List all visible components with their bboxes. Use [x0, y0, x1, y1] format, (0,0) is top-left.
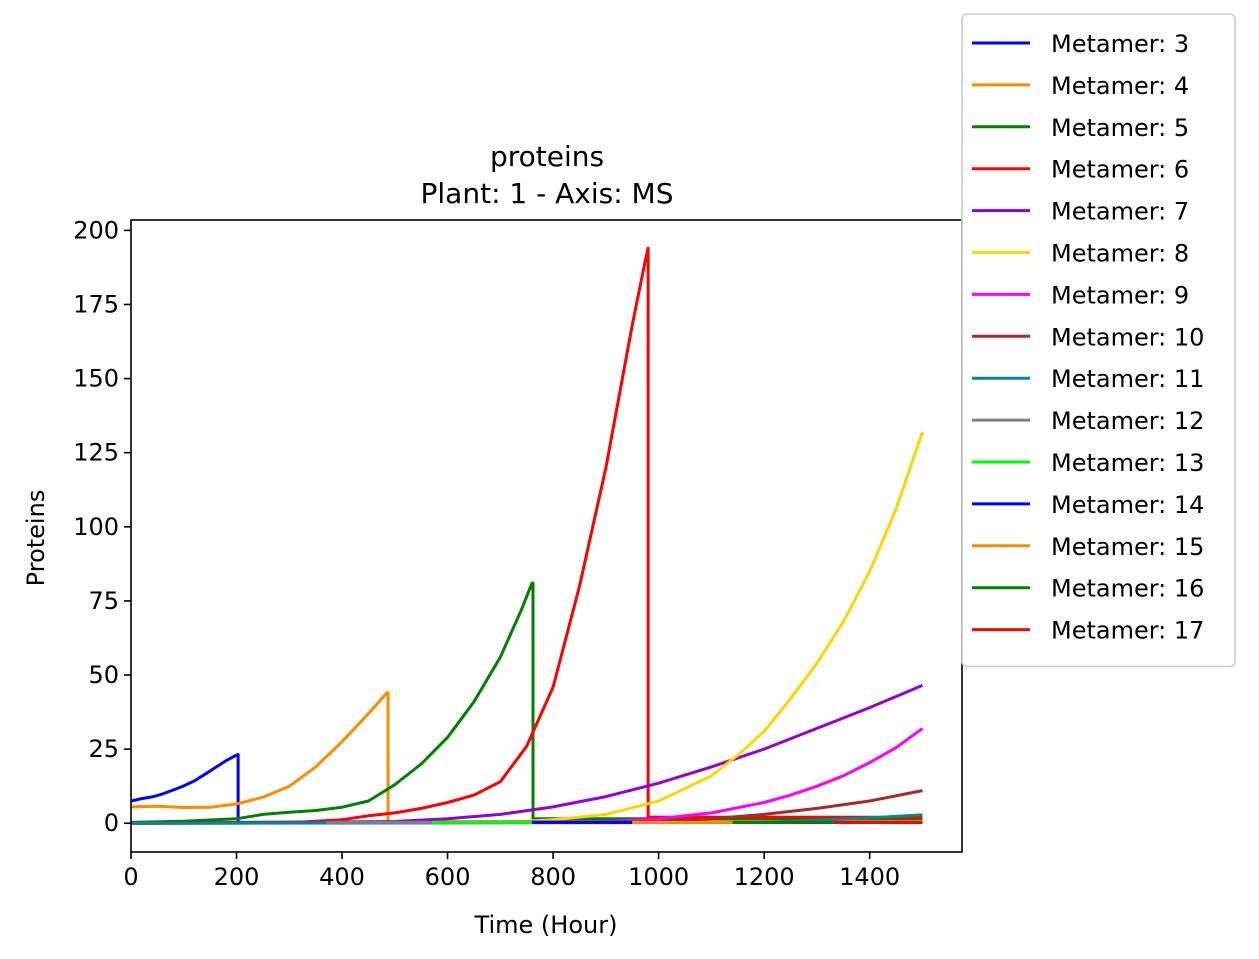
legend-entry-label: Metamer: 12: [1051, 407, 1204, 435]
y-axis-label: Proteins: [22, 490, 50, 587]
x-tick-label: 1400: [839, 863, 900, 891]
x-tick-label: 200: [214, 863, 260, 891]
x-tick-label: 0: [123, 863, 138, 891]
legend-entry-label: Metamer: 13: [1051, 449, 1204, 477]
series-line-4: [131, 246, 923, 825]
legend-entry-label: Metamer: 3: [1051, 30, 1189, 58]
series-line-2: [131, 691, 923, 824]
legend-entry-label: Metamer: 8: [1051, 240, 1189, 268]
x-tick-label: 1200: [734, 863, 795, 891]
plot-area: 0 200 400 600 800 1000 1200 1400 0 25 50 75 100 125 15…: [73, 216, 963, 891]
legend-entry-label: Metamer: 5: [1051, 114, 1189, 142]
legend-entry-label: Metamer: 10: [1051, 323, 1204, 351]
legend-entry-label: Metamer: 16: [1051, 575, 1204, 603]
chart-title: proteins: [490, 140, 604, 173]
y-tick-label: 175: [73, 290, 119, 318]
y-tick-label: 0: [104, 809, 119, 837]
legend-entry-label: Metamer: 9: [1051, 281, 1189, 309]
chart-subtitle: Plant: 1 - Axis: MS: [421, 177, 674, 210]
series-line-1: [131, 753, 923, 824]
legend-entry-label: Metamer: 4: [1051, 72, 1189, 100]
series-line-5: [131, 684, 923, 825]
x-tick-label: 800: [530, 863, 576, 891]
axes-frame: [130, 219, 963, 853]
legend-entry-label: Metamer: 6: [1051, 156, 1189, 184]
x-tick-label: 1000: [628, 863, 689, 891]
y-tick-label: 125: [73, 439, 119, 467]
y-tick-label: 100: [73, 513, 119, 541]
y-tick-label: 50: [88, 661, 119, 689]
x-tick-label: 600: [425, 863, 471, 891]
legend-entry-label: Metamer: 17: [1051, 617, 1204, 645]
legend-entry-label: Metamer: 14: [1051, 491, 1204, 519]
legend-entry-label: Metamer: 7: [1051, 198, 1189, 226]
legend: Metamer: 3 Metamer: 4 Metamer: 5 Metamer: 6…: [961, 13, 1236, 668]
y-tick-label: 200: [73, 216, 119, 244]
x-tick-label: 400: [319, 863, 365, 891]
legend-entry-label: Metamer: 15: [1051, 533, 1204, 561]
y-tick-label: 75: [88, 587, 119, 615]
x-axis-label: Time (Hour): [474, 911, 618, 939]
series-line-7: [131, 727, 924, 825]
legend-entry-label: Metamer: 11: [1051, 365, 1204, 393]
series-line-3: [131, 581, 923, 824]
y-tick-label: 25: [88, 735, 119, 763]
series-line-6: [131, 431, 924, 825]
legend-frame: [961, 13, 1236, 668]
y-tick-label: 150: [73, 365, 119, 393]
